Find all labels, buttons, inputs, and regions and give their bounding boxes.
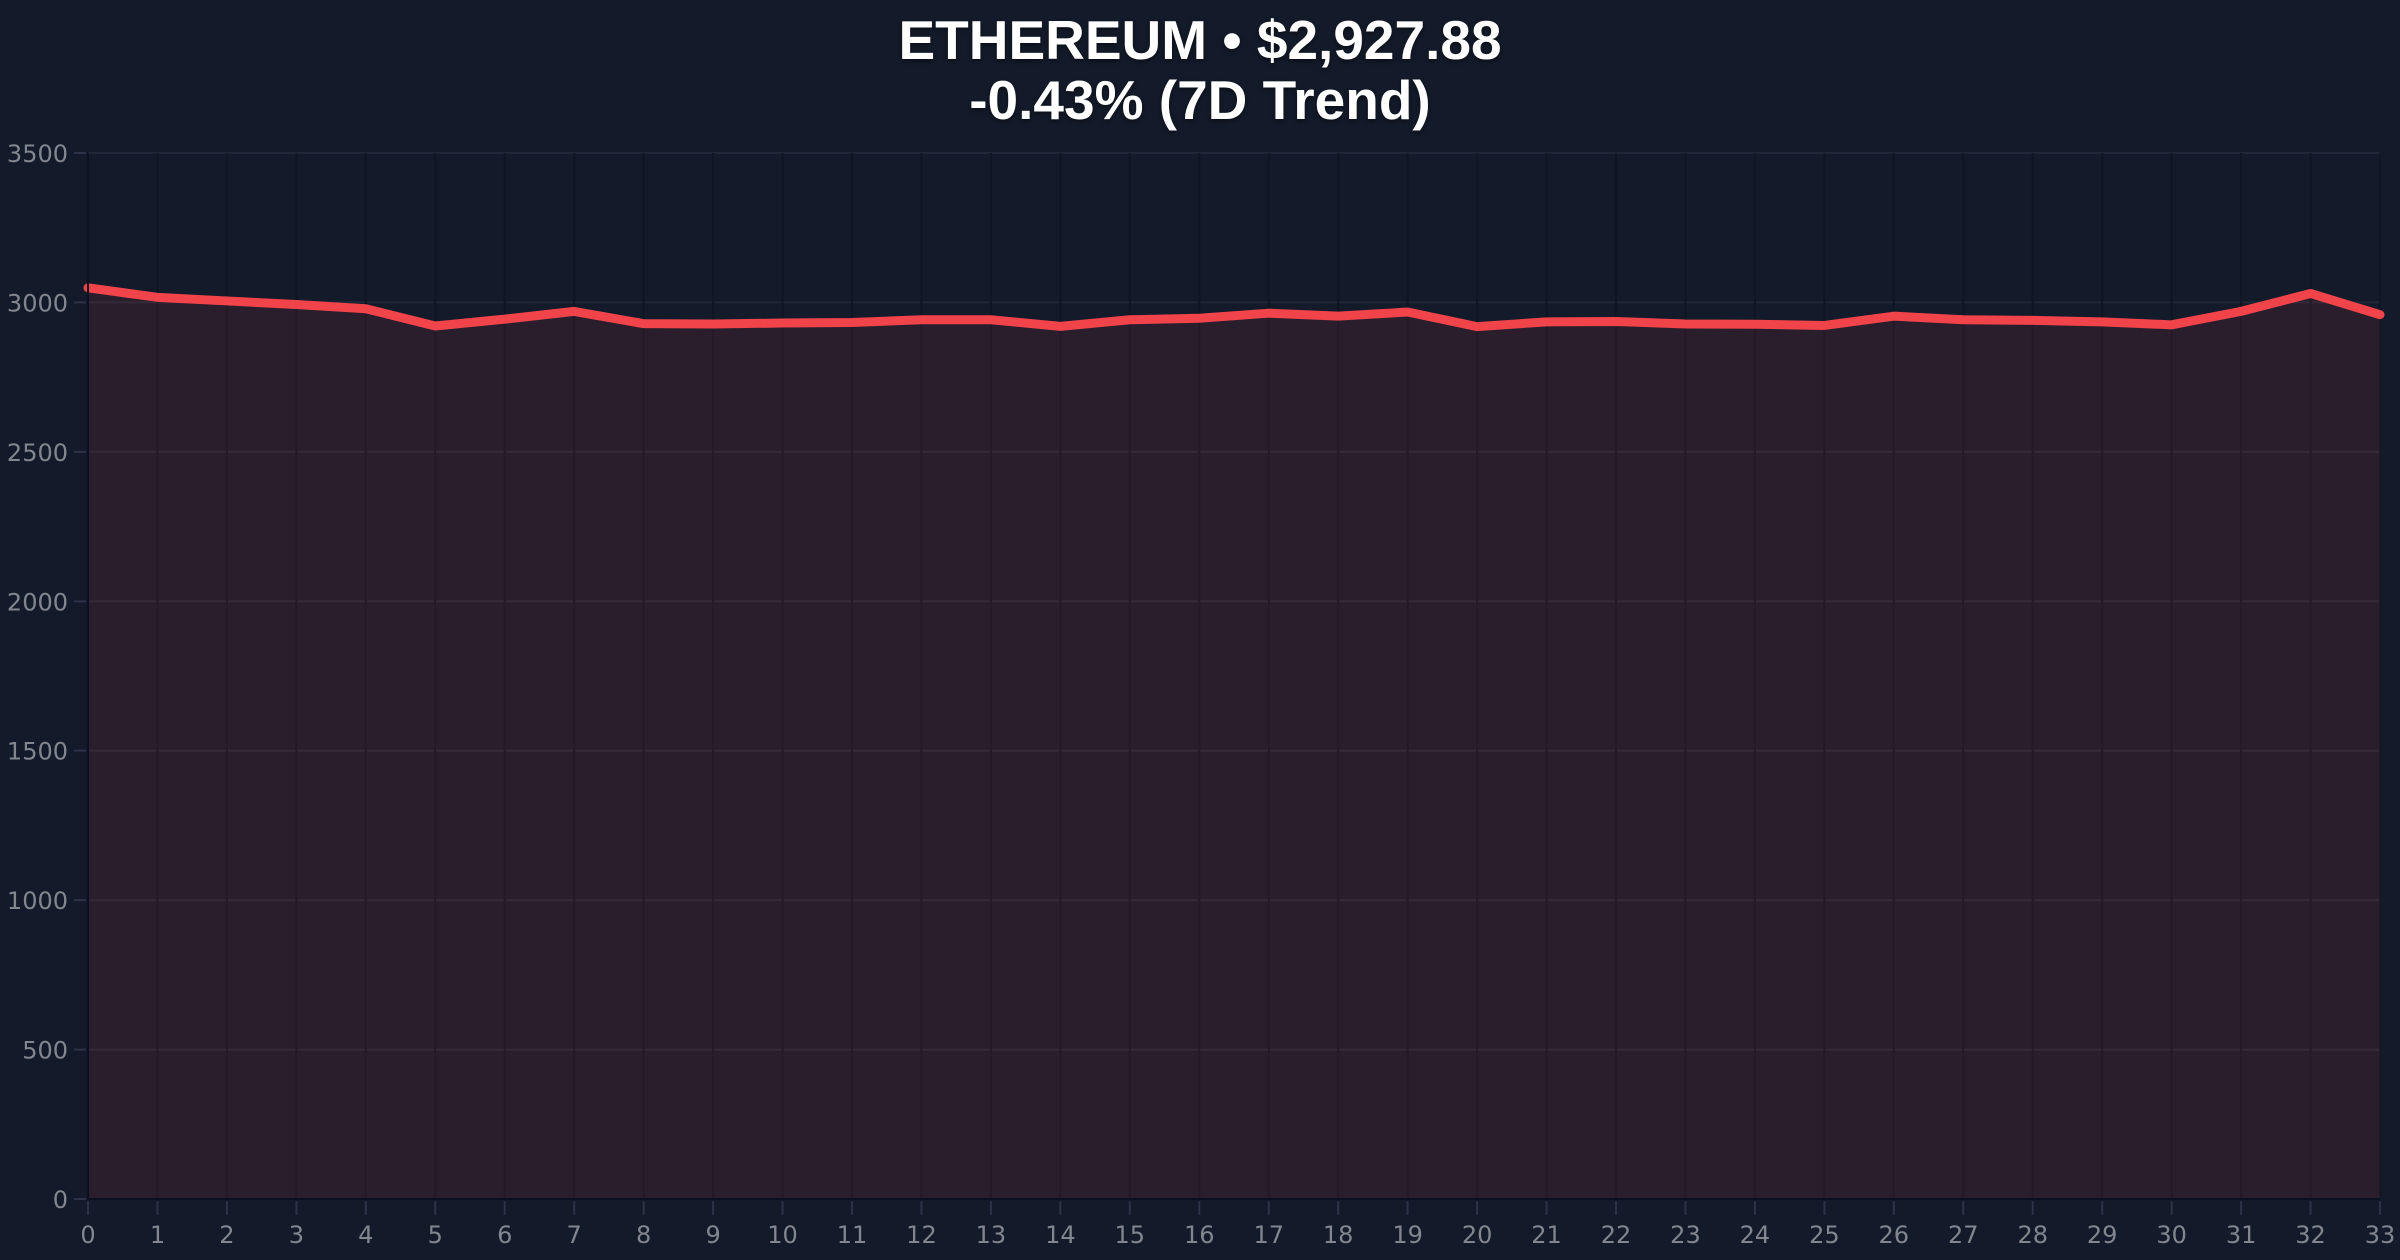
x-tick-label: 31 <box>2226 1221 2257 1249</box>
x-tick-label: 19 <box>1392 1221 1423 1249</box>
chart-header: ETHEREUM • $2,927.88 -0.43% (7D Trend) <box>0 10 2400 130</box>
x-tick-label: 11 <box>837 1221 868 1249</box>
x-tick-label: 0 <box>80 1221 95 1249</box>
y-tick-label: 1000 <box>7 887 68 915</box>
horizontal-gridlines <box>88 152 2380 1200</box>
y-tick-labels: 0 500 1000 1500 2000 2500 3000 3500 <box>7 140 68 1214</box>
x-tick-label: 24 <box>1740 1221 1771 1249</box>
x-tick-label: 25 <box>1809 1221 1840 1249</box>
y-tick-label: 2000 <box>7 588 68 616</box>
y-tick-label: 2500 <box>7 439 68 467</box>
x-tick-label: 10 <box>767 1221 798 1249</box>
x-tick-label: 33 <box>2365 1221 2396 1249</box>
x-tick-label: 5 <box>428 1221 443 1249</box>
x-tick-label: 8 <box>636 1221 651 1249</box>
x-tick-label: 12 <box>906 1221 937 1249</box>
x-tick-label: 13 <box>976 1221 1007 1249</box>
x-tick-label: 16 <box>1184 1221 1215 1249</box>
x-tick-label: 4 <box>358 1221 373 1249</box>
x-tick-label: 27 <box>1948 1221 1979 1249</box>
price-line <box>83 283 2385 332</box>
x-tick-label: 14 <box>1045 1221 1076 1249</box>
y-tick-label: 0 <box>53 1186 68 1214</box>
x-tick-label: 29 <box>2087 1221 2118 1249</box>
x-tick-label: 9 <box>705 1221 720 1249</box>
x-tick-label: 6 <box>497 1221 512 1249</box>
x-tick-label: 22 <box>1601 1221 1632 1249</box>
price-area-fill <box>88 287 2380 1200</box>
chart-subtitle: -0.43% (7D Trend) <box>969 69 1431 131</box>
axis-tick-marks <box>74 152 2381 1215</box>
vertical-gridlines <box>87 153 2381 1199</box>
x-tick-label: 21 <box>1531 1221 1562 1249</box>
x-tick-label: 18 <box>1323 1221 1354 1249</box>
x-tick-label: 20 <box>1462 1221 1493 1249</box>
x-tick-label: 15 <box>1115 1221 1146 1249</box>
y-tick-label: 3000 <box>7 289 68 317</box>
x-tick-label: 3 <box>289 1221 304 1249</box>
x-tick-label: 30 <box>2156 1221 2187 1249</box>
x-tick-label: 7 <box>567 1221 582 1249</box>
y-tick-label: 3500 <box>7 140 68 168</box>
x-tick-label: 1 <box>150 1221 165 1249</box>
x-tick-label: 2 <box>219 1221 234 1249</box>
x-tick-label: 23 <box>1670 1221 1701 1249</box>
x-tick-labels: 0 1 2 3 4 5 6 7 8 9 10 11 12 13 14 15 16 17 18 19 20 21 22 23 24… <box>80 1221 2395 1249</box>
x-tick-label: 17 <box>1253 1221 1284 1249</box>
y-tick-label: 500 <box>22 1037 68 1065</box>
x-tick-label: 26 <box>1879 1221 1910 1249</box>
chart-title: ETHEREUM • $2,927.88 <box>898 9 1502 71</box>
y-tick-label: 1500 <box>7 738 68 766</box>
x-tick-label: 28 <box>2017 1221 2048 1249</box>
x-tick-label: 32 <box>2295 1221 2326 1249</box>
